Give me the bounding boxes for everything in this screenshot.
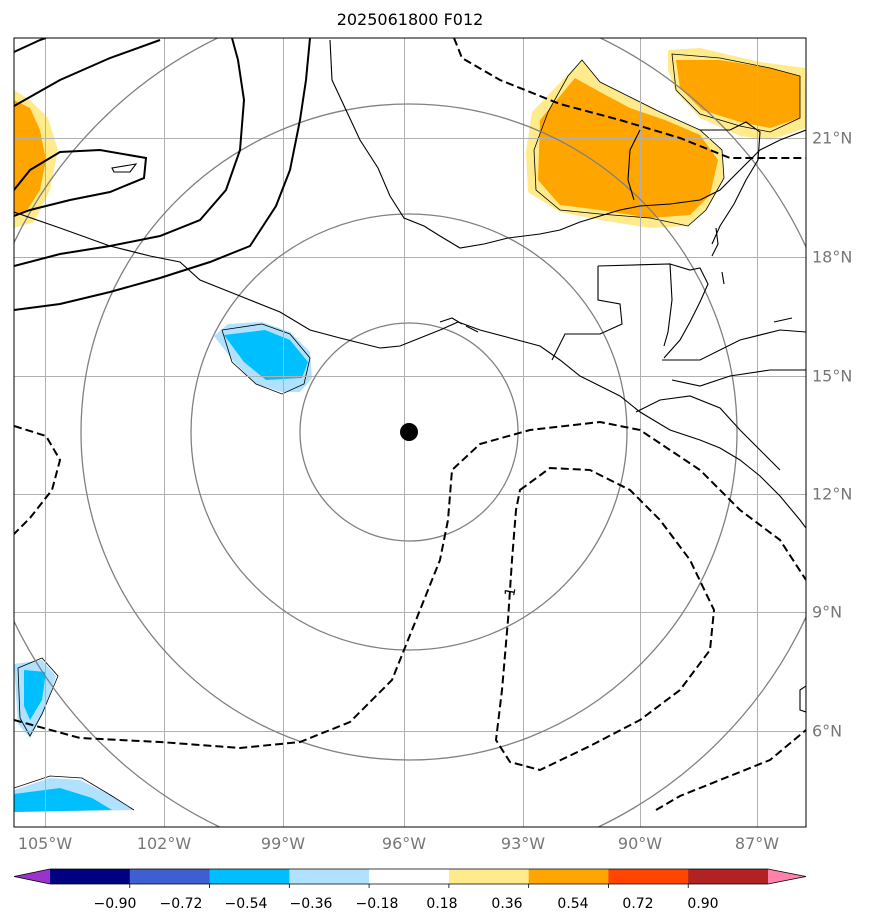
colorbar-tick-label: −0.90 bbox=[93, 896, 137, 912]
map-title: 2025061800 F012 bbox=[336, 10, 484, 29]
colorbar-segment bbox=[50, 869, 131, 884]
lat-label-9n: 9°N bbox=[812, 602, 843, 622]
lon-label-99w: 99°W bbox=[260, 834, 306, 853]
colorbar-extend-high bbox=[768, 869, 806, 884]
lat-label-6n: 6°N bbox=[812, 721, 843, 741]
colorbar-segment bbox=[129, 869, 211, 884]
colorbar-tick-label: −0.36 bbox=[289, 896, 333, 912]
solid-contours bbox=[14, 38, 311, 311]
shading-outlines bbox=[14, 53, 801, 811]
lat-label-18n: 18°N bbox=[812, 247, 853, 267]
dashed-contours bbox=[14, 38, 806, 811]
colorbar-tick-label: 0.36 bbox=[491, 896, 523, 912]
colorbar-segment bbox=[369, 869, 450, 884]
range-rings bbox=[14, 38, 806, 827]
colorbar-tick-label: 0.72 bbox=[622, 896, 654, 912]
colorbar-segment bbox=[688, 869, 769, 884]
lon-label-102w: 102°W bbox=[136, 834, 192, 853]
lat-label-12n: 12°N bbox=[812, 484, 853, 504]
colorbar-outline bbox=[13, 868, 807, 885]
colorbar-segment bbox=[209, 869, 290, 884]
lon-label-105w: 105°W bbox=[17, 834, 73, 853]
colorbar-segment bbox=[608, 869, 689, 884]
colorbar-tick-label: 0.54 bbox=[557, 896, 589, 912]
colorbar-tick-label: −0.72 bbox=[159, 896, 203, 912]
lat-label-15n: 15°N bbox=[812, 366, 853, 386]
colorbar bbox=[13, 868, 807, 888]
colorbar-tick-label: 0.90 bbox=[687, 896, 719, 912]
map-frame bbox=[13, 37, 807, 828]
colorbar-tick-label: −0.54 bbox=[224, 896, 268, 912]
colorbar-segment bbox=[528, 869, 609, 884]
colorbar-tick-label: 0.18 bbox=[426, 896, 458, 912]
colorbar-segment bbox=[289, 869, 370, 884]
lon-label-90w: 90°W bbox=[617, 834, 663, 853]
colorbar-segment bbox=[448, 869, 530, 884]
lat-label-21n: 21°N bbox=[812, 128, 853, 148]
lon-label-96w: 96°W bbox=[381, 834, 427, 853]
colorbar-extend-low bbox=[14, 869, 50, 884]
contour-label: 1 bbox=[502, 586, 519, 598]
storm-center-marker bbox=[400, 423, 418, 441]
lon-label-93w: 93°W bbox=[500, 834, 546, 853]
coastlines bbox=[14, 39, 806, 713]
colorbar-tick-label: −0.18 bbox=[355, 896, 399, 912]
lon-label-87w: 87°W bbox=[734, 834, 780, 853]
